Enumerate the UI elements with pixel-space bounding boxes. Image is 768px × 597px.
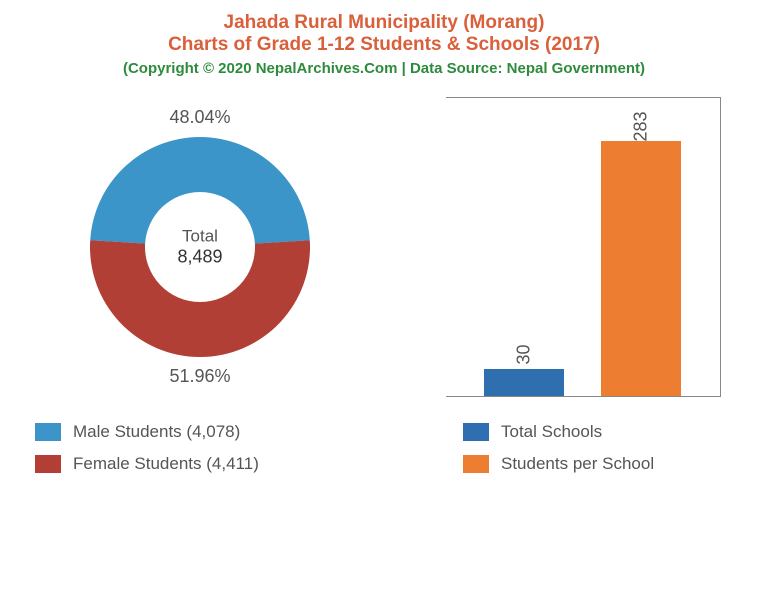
legend-label-male: Male Students (4,078) [73,422,240,442]
legend-label-students: Students per School [501,454,654,474]
legend-label-schools: Total Schools [501,422,602,442]
title-block: Jahada Rural Municipality (Morang) Chart… [20,12,748,77]
legend-item-male: Male Students (4,078) [35,422,380,442]
donut-wrap: 48.04% Total 8,489 51.96% [50,97,350,397]
donut-pct-male: 48.04% [169,107,230,128]
swatch-male [35,423,61,441]
legend-item-female: Female Students (4,411) [35,454,380,474]
title-line-2: Charts of Grade 1-12 Students & Schools … [20,34,748,56]
donut-center: Total 8,489 [177,227,222,268]
bar-legend: Total Schools Students per School [418,422,748,486]
swatch-female [35,455,61,473]
charts-row: 48.04% Total 8,489 51.96% Male Students … [20,97,748,486]
copyright-line: (Copyright © 2020 NepalArchives.Com | Da… [20,60,748,77]
donut-chart-area: 48.04% Total 8,489 51.96% Male Students … [20,97,380,486]
bar-students-per-school: 283 [601,141,681,396]
bar-value-students: 283 [631,112,652,142]
bar-value-schools: 30 [514,344,535,364]
donut-total-label: Total [177,227,222,247]
title-line-1: Jahada Rural Municipality (Morang) [20,12,748,34]
bar-chart-area: 30 283 Total Schools Students per School [418,97,748,486]
swatch-students [463,455,489,473]
legend-label-female: Female Students (4,411) [73,454,259,474]
donut-pct-female: 51.96% [169,366,230,387]
swatch-schools [463,423,489,441]
bar-total-schools: 30 [484,369,564,396]
legend-item-students: Students per School [463,454,748,474]
donut-total-value: 8,489 [177,247,222,268]
bar-plot: 30 283 [446,97,721,397]
donut-legend: Male Students (4,078) Female Students (4… [20,422,380,486]
legend-item-schools: Total Schools [463,422,748,442]
